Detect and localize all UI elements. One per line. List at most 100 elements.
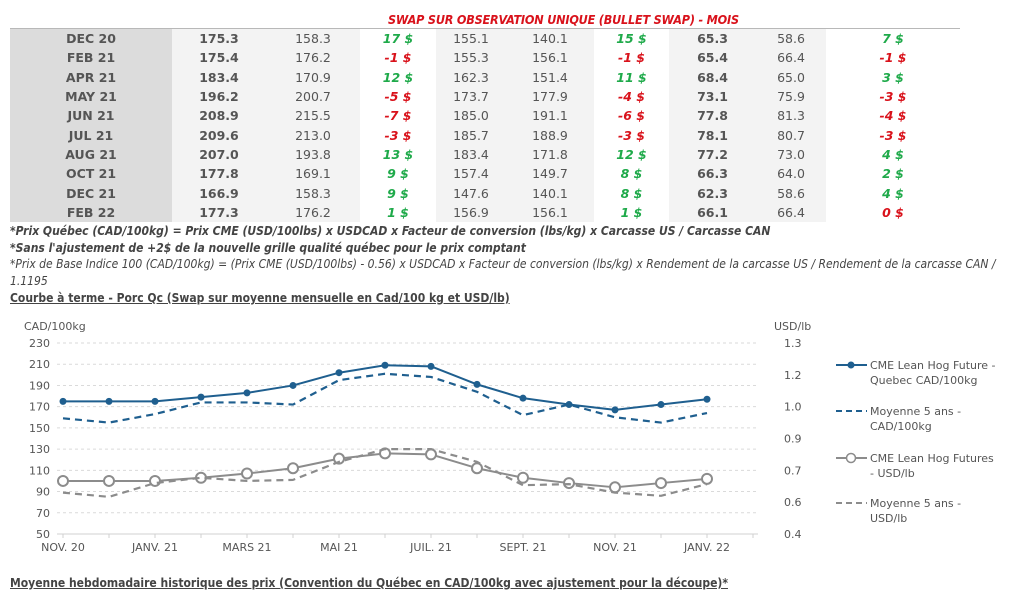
forward-curve-chart: CAD/100kg USD/lb 230 210 190 170 150 130 110 90… <box>24 320 996 554</box>
value-cell: 65.3 <box>669 29 756 49</box>
series-line <box>62 448 708 498</box>
data-point <box>427 362 435 370</box>
data-point <box>333 452 345 465</box>
value-cell: 156.1 <box>506 202 594 222</box>
data-point <box>473 380 481 388</box>
diff-cell: 1 $ <box>360 202 436 222</box>
table-row: OCT 21 177.8 169.1 9 $157.4 149.7 8 $66.3 64.0… <box>10 164 960 184</box>
diff-cell: 15 $ <box>594 29 669 49</box>
data-point <box>609 481 621 494</box>
data-point <box>151 397 159 405</box>
y-tick-right: 0.6 <box>784 496 802 509</box>
value-cell: 64.0 <box>756 164 826 184</box>
diff-cell: 9 $ <box>360 183 436 203</box>
value-cell: 66.4 <box>756 202 826 222</box>
diff-cell: -4 $ <box>594 86 669 107</box>
legend-item: Moyenne 5 ans - CAD/100kg <box>836 405 961 433</box>
swap-table: DEC 20 175.3 158.3 17 $155.1 140.1 15 $65.3 58… <box>10 28 960 222</box>
diff-cell: 7 $ <box>826 29 960 49</box>
series-line <box>63 364 708 411</box>
value-cell: 66.3 <box>669 164 756 184</box>
table-row: AUG 21 207.0 193.8 13 $183.4 171.8 12 $77.2 73… <box>10 144 960 165</box>
value-cell: 183.4 <box>436 144 506 165</box>
data-point <box>611 406 619 414</box>
data-point <box>241 467 253 480</box>
series-line <box>62 372 708 424</box>
data-point <box>57 474 69 487</box>
value-cell: 208.9 <box>172 106 266 126</box>
value-cell: 73.0 <box>756 144 826 165</box>
x-tick-label: NOV. 20 <box>41 541 85 554</box>
value-cell: 158.3 <box>266 29 360 49</box>
data-point <box>59 397 67 405</box>
month-cell: AUG 21 <box>10 144 172 165</box>
diff-cell: 13 $ <box>360 144 436 165</box>
table-row: FEB 22 177.3 176.2 1 $156.9 156.1 1 $66.1 66.4… <box>10 202 960 222</box>
value-cell: 200.7 <box>266 86 360 107</box>
diff-cell: 12 $ <box>594 144 669 165</box>
value-cell: 73.1 <box>669 86 756 107</box>
data-point <box>425 448 437 461</box>
diff-cell: 3 $ <box>826 67 960 87</box>
value-cell: 170.9 <box>266 67 360 87</box>
diff-cell: 12 $ <box>360 67 436 87</box>
table-row: JUL 21 209.6 213.0 -3 $185.7 188.9 -3 $78.1 80… <box>10 125 960 145</box>
x-tick-label: MAI 21 <box>320 541 358 554</box>
diff-cell: -3 $ <box>360 125 436 145</box>
data-point <box>655 477 667 490</box>
value-cell: 177.8 <box>172 164 266 184</box>
y-tick-left: 210 <box>29 358 50 371</box>
value-cell: 193.8 <box>266 144 360 165</box>
month-cell: FEB 21 <box>10 48 172 68</box>
value-cell: 80.7 <box>756 125 826 145</box>
diff-cell: -5 $ <box>360 86 436 107</box>
diff-cell: -1 $ <box>360 48 436 68</box>
value-cell: 151.4 <box>506 67 594 87</box>
series-2 <box>57 447 713 494</box>
diff-cell: -3 $ <box>594 125 669 145</box>
y-tick-right: 1.0 <box>784 401 802 414</box>
data-point <box>197 393 205 401</box>
value-cell: 81.3 <box>756 106 826 126</box>
data-point <box>517 471 529 484</box>
y-tick-left: 150 <box>29 422 50 435</box>
value-cell: 156.1 <box>506 48 594 68</box>
value-cell: 215.5 <box>266 106 360 126</box>
footnote-prix-base: *Prix de Base Indice 100 (CAD/100kg) = (… <box>10 257 996 288</box>
value-cell: 207.0 <box>172 144 266 165</box>
x-tick-label: JANV. 21 <box>131 541 178 554</box>
value-cell: 77.2 <box>669 144 756 165</box>
x-tick-label: JANV. 22 <box>683 541 730 554</box>
y-tick-right: 0.9 <box>784 433 802 446</box>
diff-cell: -3 $ <box>826 86 960 107</box>
data-point <box>105 397 113 405</box>
value-cell: 62.3 <box>669 183 756 203</box>
legend-marker <box>847 361 855 369</box>
data-point <box>243 389 251 397</box>
diff-cell: 17 $ <box>360 29 436 49</box>
value-cell: 166.9 <box>172 183 266 203</box>
legend-label: CAD/100kg <box>870 420 932 433</box>
value-cell: 140.1 <box>506 183 594 203</box>
value-cell: 156.9 <box>436 202 506 222</box>
data-point <box>335 369 343 377</box>
diff-cell: -6 $ <box>594 106 669 126</box>
value-cell: 213.0 <box>266 125 360 145</box>
data-point <box>103 474 115 487</box>
y-tick-left: 130 <box>29 443 50 456</box>
y-tick-right: 1.3 <box>784 337 802 350</box>
y-tick-left: 190 <box>29 379 50 392</box>
table-title: SWAP SUR OBSERVATION UNIQUE (BULLET SWAP… <box>388 12 739 27</box>
value-cell: 175.4 <box>172 48 266 68</box>
value-cell: 188.9 <box>506 125 594 145</box>
value-cell: 176.2 <box>266 202 360 222</box>
value-cell: 196.2 <box>172 86 266 107</box>
y-tick-left: 110 <box>29 464 50 477</box>
legend-label: - USD/lb <box>870 467 915 480</box>
legend-label: Quebec CAD/100kg <box>870 374 977 387</box>
value-cell: 68.4 <box>669 67 756 87</box>
series-0 <box>59 361 711 414</box>
month-cell: APR 21 <box>10 67 172 87</box>
value-cell: 58.6 <box>756 183 826 203</box>
diff-cell: 2 $ <box>826 164 960 184</box>
